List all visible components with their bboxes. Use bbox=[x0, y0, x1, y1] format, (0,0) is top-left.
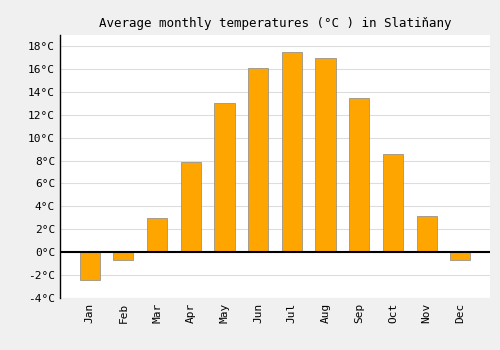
Bar bbox=[383, 154, 403, 252]
Bar bbox=[282, 52, 302, 252]
Bar bbox=[316, 58, 336, 252]
Bar bbox=[113, 252, 134, 260]
Title: Average monthly temperatures (°C ) in Slatiňany: Average monthly temperatures (°C ) in Sl… bbox=[99, 17, 451, 30]
Bar bbox=[349, 98, 370, 252]
Bar bbox=[180, 162, 201, 252]
Bar bbox=[416, 216, 437, 252]
Bar bbox=[248, 68, 268, 252]
Bar bbox=[450, 252, 470, 260]
Bar bbox=[80, 252, 100, 280]
Bar bbox=[147, 218, 167, 252]
Bar bbox=[214, 104, 234, 252]
